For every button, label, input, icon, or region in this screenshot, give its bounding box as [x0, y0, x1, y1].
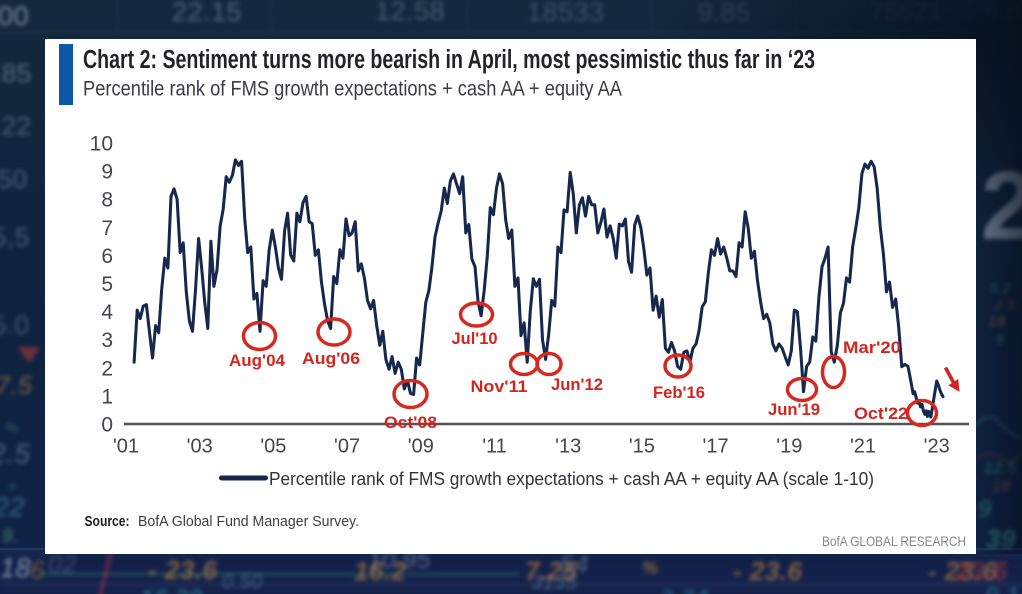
svg-text:Oct'22: Oct'22: [854, 404, 908, 423]
svg-text:1: 1: [101, 385, 113, 408]
svg-text:Oct'08: Oct'08: [384, 413, 437, 432]
svg-text:Source:: Source:: [85, 513, 130, 530]
svg-text:Aug'04: Aug'04: [229, 351, 286, 370]
svg-text:'03: '03: [187, 436, 213, 458]
svg-text:BofA Global Fund Manager Surve: BofA Global Fund Manager Survey.: [138, 513, 359, 530]
svg-text:7: 7: [101, 217, 113, 240]
svg-text:BofA GLOBAL RESEARCH: BofA GLOBAL RESEARCH: [822, 533, 966, 549]
svg-text:'01: '01: [113, 436, 139, 458]
svg-text:'09: '09: [408, 436, 434, 458]
svg-text:'23: '23: [924, 436, 950, 458]
svg-text:Jul'10: Jul'10: [452, 329, 498, 348]
svg-text:0: 0: [101, 414, 113, 437]
svg-text:'21: '21: [850, 436, 876, 458]
svg-text:2: 2: [101, 357, 113, 380]
svg-text:'05: '05: [260, 436, 286, 458]
svg-text:9: 9: [101, 161, 113, 184]
svg-text:5: 5: [101, 273, 113, 296]
svg-text:Aug'06: Aug'06: [302, 349, 360, 368]
svg-text:8: 8: [101, 189, 113, 212]
svg-text:'15: '15: [629, 436, 655, 458]
svg-text:Mar'20: Mar'20: [843, 338, 901, 357]
svg-text:4: 4: [101, 301, 113, 324]
svg-text:'17: '17: [703, 436, 729, 458]
svg-text:'19: '19: [776, 436, 802, 458]
svg-text:Percentile rank of FMS growth: Percentile rank of FMS growth expectatio…: [269, 469, 874, 489]
svg-text:Chart 2: Sentiment turns more: Chart 2: Sentiment turns more bearish in…: [83, 46, 815, 74]
svg-text:Nov'11: Nov'11: [471, 377, 528, 396]
svg-text:'11: '11: [482, 436, 507, 458]
svg-text:3: 3: [101, 329, 113, 352]
svg-text:Jun'12: Jun'12: [551, 375, 603, 394]
svg-text:Jun'19: Jun'19: [768, 400, 820, 419]
svg-text:Feb'16: Feb'16: [653, 383, 705, 402]
svg-text:'13: '13: [555, 436, 581, 458]
svg-text:'07: '07: [334, 436, 360, 458]
svg-text:6: 6: [101, 245, 113, 268]
svg-text:10: 10: [90, 133, 113, 156]
svg-text:Percentile rank of FMS growth: Percentile rank of FMS growth expectatio…: [83, 77, 623, 101]
